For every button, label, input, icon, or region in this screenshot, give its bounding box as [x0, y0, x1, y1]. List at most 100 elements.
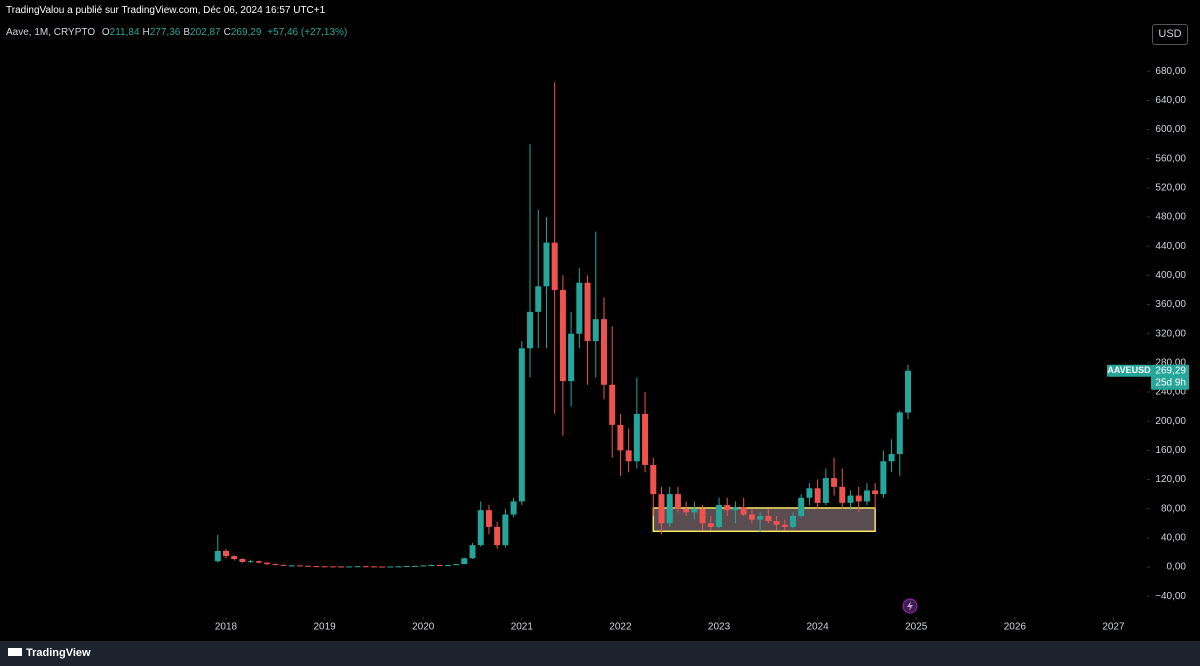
price-badge-label: 269,29	[1155, 365, 1186, 376]
candle-body	[650, 464, 657, 495]
y-tick-label: 0,00	[1167, 562, 1187, 573]
candle-body	[625, 450, 632, 462]
candle-body	[346, 566, 353, 568]
candle-body	[494, 526, 501, 546]
candle-body	[362, 566, 369, 568]
y-tick-label: 400,00	[1155, 270, 1186, 281]
y-tick-label: −40,00	[1155, 591, 1186, 602]
candle-body	[880, 461, 887, 495]
candle-body	[872, 490, 879, 495]
candle-body	[600, 319, 607, 385]
candle-body	[420, 565, 427, 567]
ohlc-label: B	[183, 27, 191, 38]
published-note: TradingValou a publié sur TradingView.co…	[6, 5, 326, 16]
candle-body	[683, 508, 690, 513]
candle-body	[379, 566, 386, 568]
candle-body	[617, 424, 624, 451]
symbol-badge	[1107, 364, 1151, 377]
candle-body	[321, 566, 328, 568]
y-tick-label: 40,00	[1161, 533, 1186, 544]
candle-body	[264, 562, 271, 565]
candle-body	[806, 488, 813, 498]
candle-body	[272, 564, 279, 566]
y-tick-label: 240,00	[1155, 387, 1186, 398]
candle-body	[527, 311, 534, 349]
ohlc-label: H	[142, 27, 150, 38]
candle-body	[847, 495, 854, 503]
currency-button[interactable]: USD	[1152, 24, 1188, 45]
candle-body	[740, 507, 747, 515]
candle-body	[436, 564, 443, 566]
candle-body	[732, 507, 739, 511]
x-tick-label: 2022	[609, 622, 632, 633]
candle-body	[535, 286, 542, 312]
candle-body	[773, 521, 780, 525]
candle-body	[781, 524, 788, 527]
symbol-badge-label: AAVEUSD	[1107, 365, 1151, 375]
candle-body	[576, 282, 583, 334]
brand-name: TradingView	[26, 647, 91, 659]
candle-body	[477, 510, 484, 546]
x-tick-label: 2026	[1004, 622, 1027, 633]
candle-body	[305, 565, 312, 567]
candle-body	[699, 508, 706, 524]
candle-body	[658, 494, 665, 524]
x-tick-label: 2027	[1102, 622, 1125, 633]
candle-body	[666, 494, 673, 524]
candle-body	[888, 454, 895, 462]
candle-body	[329, 566, 336, 568]
candle-body	[789, 515, 796, 527]
lightning-icon	[902, 598, 918, 614]
candle-body	[674, 494, 681, 509]
candle-body	[444, 565, 451, 567]
countdown-label: 25d 9h	[1155, 377, 1186, 388]
x-tick-label: 2020	[412, 622, 435, 633]
candle-body	[510, 501, 517, 515]
candle-body	[370, 566, 377, 568]
candle-body	[296, 565, 303, 567]
ohlc-value: 277,36	[149, 27, 181, 38]
symbol: Aave, 1M, CRYPTO	[6, 27, 96, 38]
candle-body	[428, 564, 435, 566]
x-tick-label: 2019	[313, 622, 336, 633]
candle-body	[288, 565, 295, 567]
candle-body	[831, 478, 838, 487]
price-badge	[1151, 364, 1189, 390]
candle-body	[338, 566, 345, 568]
y-tick-label: 360,00	[1155, 299, 1186, 310]
ohlc-label: C	[223, 27, 231, 38]
x-tick-label: 2018	[215, 622, 238, 633]
x-tick-label: 2021	[511, 622, 534, 633]
candle-body	[223, 550, 230, 557]
candle-body	[502, 514, 509, 546]
candle-body	[584, 282, 591, 342]
candle-body	[839, 486, 846, 503]
candle-body	[748, 514, 755, 520]
y-tick-label: 440,00	[1155, 241, 1186, 252]
candle-body	[403, 566, 410, 568]
y-tick-label: 600,00	[1155, 124, 1186, 135]
ohlc-label: O	[101, 27, 110, 38]
y-tick-label: 560,00	[1155, 153, 1186, 164]
candle-body	[395, 566, 402, 568]
candle-body	[543, 242, 550, 287]
candle-body	[592, 319, 599, 342]
candle-body	[707, 523, 714, 527]
candle-body	[896, 412, 903, 455]
candle-body	[239, 559, 246, 562]
candle-body	[231, 556, 238, 560]
candle-body	[469, 545, 476, 559]
candle-body	[453, 564, 460, 566]
y-tick-label: 640,00	[1155, 95, 1186, 106]
candle-body	[642, 413, 649, 465]
y-tick-label: 200,00	[1155, 416, 1186, 427]
candle-body	[255, 561, 262, 563]
candle-body	[247, 561, 254, 563]
candle-body	[485, 510, 492, 527]
candle-body	[214, 550, 221, 562]
candle-body	[633, 413, 640, 462]
x-tick-label: 2023	[708, 622, 731, 633]
candle-body	[798, 497, 805, 516]
ohlc-value: 202,87	[190, 27, 221, 38]
x-tick-label: 2025	[905, 622, 928, 633]
